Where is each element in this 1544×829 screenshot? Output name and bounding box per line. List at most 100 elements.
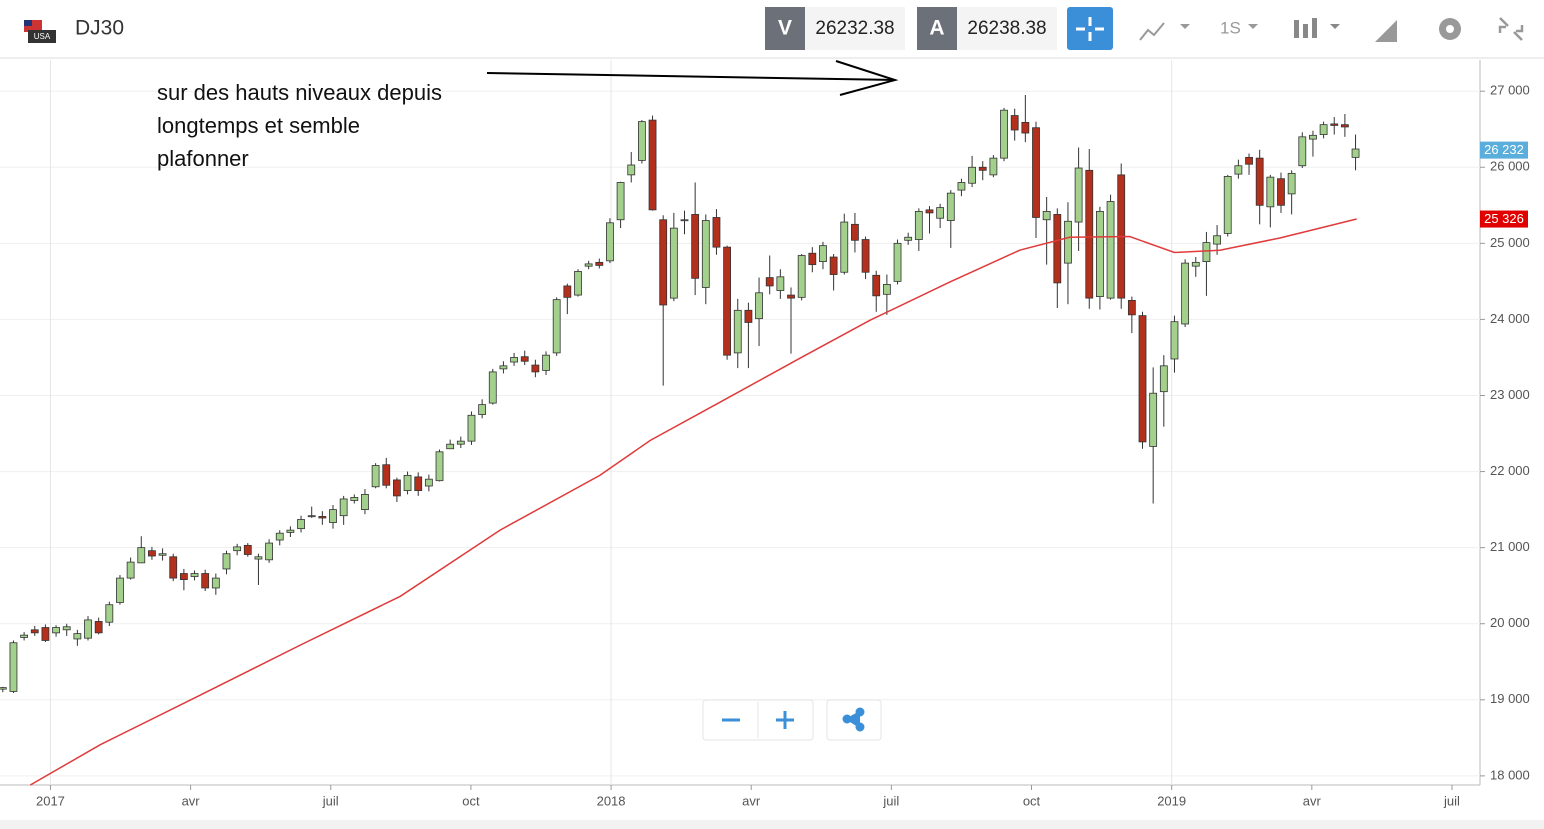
candle-body — [361, 493, 369, 511]
candle-body — [861, 239, 870, 273]
bid-button[interactable] — [765, 7, 805, 50]
candle-body — [1330, 123, 1339, 126]
candle-body — [584, 263, 593, 267]
candle-body — [0, 687, 7, 690]
candle-body — [499, 365, 508, 370]
candle-body — [105, 604, 114, 623]
candle-type-button[interactable] — [1294, 18, 1340, 38]
y-tick-label: 26 000 — [1490, 159, 1530, 174]
candle-body — [297, 519, 305, 530]
candle-body — [243, 544, 252, 555]
candle-body — [989, 157, 998, 176]
price-tag — [1480, 141, 1528, 159]
x-tick-label: oct — [1023, 793, 1041, 808]
candle-body — [563, 285, 572, 298]
draw-button[interactable] — [1375, 20, 1397, 42]
interval[interactable]: 1S — [1220, 18, 1241, 37]
candle-body — [371, 465, 380, 488]
y-tick-label: 25 000 — [1490, 235, 1530, 250]
candle-body — [1287, 172, 1296, 195]
annotation: plafonner — [157, 146, 249, 171]
candle-body — [126, 561, 135, 579]
candle-body — [318, 516, 327, 519]
candle-body — [275, 532, 284, 541]
crosshair-button[interactable] — [1067, 7, 1113, 50]
candle-body — [574, 271, 582, 296]
candle-body — [30, 629, 39, 634]
candle-body — [382, 464, 391, 486]
candle-body — [1159, 365, 1168, 393]
candle-body — [978, 166, 987, 171]
candle-body — [872, 274, 881, 297]
zoom-in[interactable] — [776, 711, 794, 729]
candle-body — [893, 242, 902, 282]
plot-area: 18 000 19 000 20 000 21 000 22 000 23 000 24 0… — [0, 60, 1530, 808]
candle-body — [265, 542, 273, 561]
annotation: longtemps et semble — [157, 113, 360, 138]
candle-body — [968, 166, 976, 184]
ask-button[interactable] — [917, 7, 957, 50]
candle-body — [1127, 299, 1136, 316]
candle-body — [914, 210, 923, 240]
svg-text:USA: USA — [34, 32, 51, 41]
candle-body — [1138, 315, 1147, 443]
candle-body — [936, 207, 945, 219]
x-tick-label: 2017 — [36, 793, 65, 808]
candle-body — [339, 498, 348, 517]
candle-body — [637, 121, 646, 161]
y-tick-label: 27 000 — [1490, 83, 1530, 98]
candle-body — [1085, 169, 1094, 299]
candle-body — [137, 547, 146, 564]
candle-body — [1213, 235, 1221, 245]
zoom-controls — [702, 699, 882, 741]
candle-body — [84, 619, 92, 639]
candle-body — [1010, 115, 1019, 131]
candle-body — [211, 577, 220, 589]
candle-body — [179, 573, 188, 580]
y-tick-label: 19 000 — [1490, 691, 1530, 706]
candle-body — [414, 476, 423, 491]
fullscreen-button[interactable] — [1498, 17, 1524, 41]
candle-body — [552, 299, 561, 354]
footer-strip — [0, 820, 1544, 829]
candle-body — [691, 214, 700, 279]
candle-body — [1255, 157, 1264, 206]
candle-body — [787, 294, 795, 299]
candle-body — [1351, 148, 1360, 158]
candle-body — [1245, 156, 1253, 165]
candle-body — [1234, 165, 1243, 175]
arrow-head — [835, 60, 899, 96]
candle-body — [116, 577, 124, 603]
candle-body — [723, 246, 732, 356]
candle-body — [424, 478, 433, 487]
share-button[interactable] — [842, 707, 865, 732]
y-tick-label: 22 000 — [1490, 463, 1530, 478]
candle-body — [190, 573, 199, 577]
bid-price: 26232.38 — [815, 18, 894, 39]
candle-body — [840, 221, 849, 273]
chart-type-button[interactable] — [1139, 22, 1190, 41]
candle-body — [20, 634, 29, 638]
candle-body — [201, 573, 210, 589]
candle-body — [595, 261, 604, 266]
candle-body — [148, 550, 156, 557]
candle-body — [62, 626, 71, 631]
candle-body — [1074, 167, 1083, 223]
candle-body — [904, 236, 913, 241]
candle-body — [648, 119, 657, 211]
candle-body — [1298, 136, 1307, 167]
candle-body — [1309, 134, 1317, 140]
bid-label: V — [778, 17, 792, 40]
candle-body — [659, 219, 668, 306]
candle-body — [701, 220, 710, 288]
candle-body — [446, 443, 455, 450]
candle-body — [1266, 176, 1275, 208]
candle-body — [1021, 121, 1030, 134]
candle-body — [1319, 124, 1328, 135]
candle-body — [403, 474, 412, 491]
candle-body — [755, 292, 763, 320]
candle-body — [1000, 109, 1008, 159]
candle-body — [286, 529, 295, 533]
y-tick-label: 21 000 — [1490, 539, 1530, 554]
